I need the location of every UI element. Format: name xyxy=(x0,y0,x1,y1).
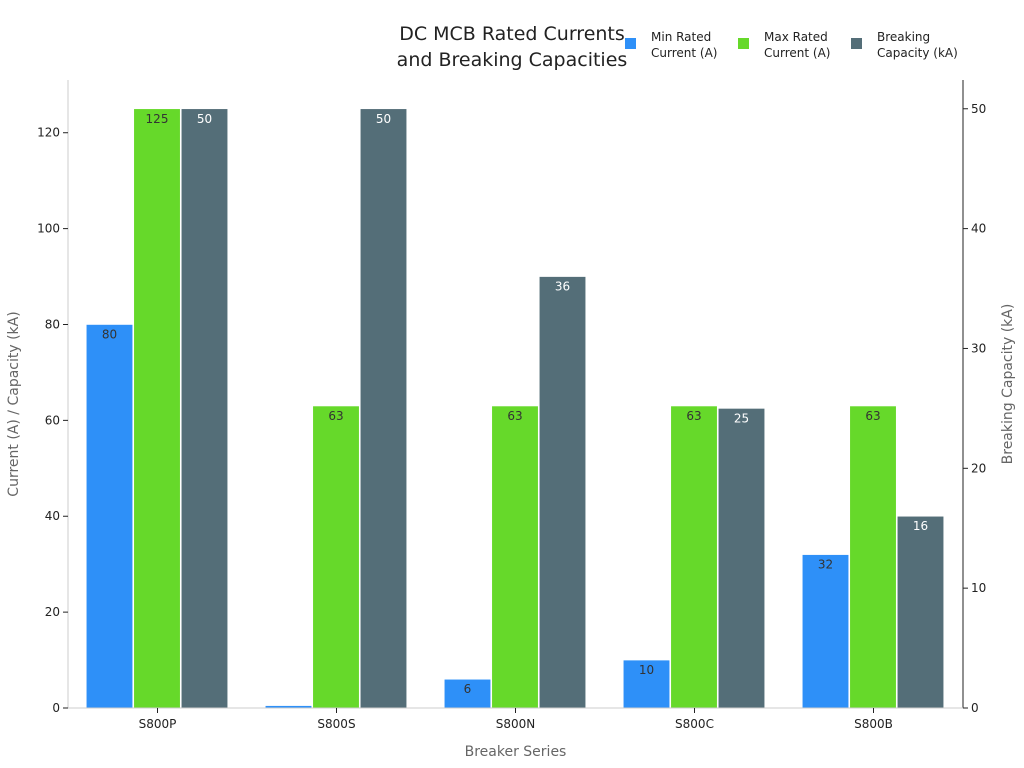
data-label: 50 xyxy=(197,112,212,126)
y2-tick-label: 50 xyxy=(971,102,986,116)
bars-layer xyxy=(85,108,945,709)
legend-label: Current (A) xyxy=(764,46,830,60)
data-label: 63 xyxy=(865,409,880,423)
y-tick-label: 80 xyxy=(45,317,60,331)
x-tick-label: S800C xyxy=(675,717,714,731)
y2-tick-label: 0 xyxy=(971,701,979,715)
y-tick-label: 20 xyxy=(45,605,60,619)
data-label: 80 xyxy=(102,327,117,341)
legend-swatch xyxy=(851,38,862,49)
data-label: 25 xyxy=(734,411,749,425)
x-tick-label: S800S xyxy=(317,717,355,731)
bar xyxy=(359,108,408,709)
data-label: 6 xyxy=(464,682,472,696)
y-tick-label: 40 xyxy=(45,509,60,523)
data-label: 50 xyxy=(376,112,391,126)
data-label: 63 xyxy=(328,409,343,423)
bar xyxy=(180,108,229,709)
data-label: 125 xyxy=(146,112,169,126)
legend-swatch xyxy=(625,38,636,49)
legend-label: Breaking xyxy=(877,30,930,44)
y-axis-title: Current (A) / Capacity (kA) xyxy=(6,311,22,496)
labels-layer: 80 6 10 32 125 63 63 63 63 50 50 36 25 16 xyxy=(102,112,928,696)
legend-swatch xyxy=(738,38,749,49)
bar xyxy=(133,108,181,709)
legend: Min Rated Current (A) Max Rated Current (A)… xyxy=(625,30,958,60)
x-tick-label: S800P xyxy=(139,717,177,731)
data-label: 10 xyxy=(639,663,654,677)
chart-title-line: DC MCB Rated Currents xyxy=(399,23,625,45)
data-label: 32 xyxy=(818,558,833,572)
x-tick-label: S800N xyxy=(496,717,536,731)
y2-tick-label: 10 xyxy=(971,581,986,595)
bar xyxy=(717,408,766,709)
y-tick-label: 0 xyxy=(52,701,60,715)
y2-tick-label: 20 xyxy=(971,461,986,475)
axes-layer: 0 20 40 60 80 100 120 0 10 20 30 40 50 S800P S800S S800… xyxy=(6,80,1016,760)
y-tick-label: 100 xyxy=(37,222,60,236)
data-label: 36 xyxy=(555,280,570,294)
y2-tick-label: 30 xyxy=(971,341,986,355)
y-tick-label: 60 xyxy=(45,413,60,427)
legend-label: Min Rated xyxy=(651,30,711,44)
bar xyxy=(801,554,850,709)
bar xyxy=(896,515,945,709)
x-tick-label: S800B xyxy=(854,717,893,731)
y2-tick-label: 40 xyxy=(971,222,986,236)
x-axis-title: Breaker Series xyxy=(465,744,567,760)
bar xyxy=(849,405,897,709)
chart-title-line: and Breaking Capacities xyxy=(397,49,628,71)
bar xyxy=(312,405,360,709)
bar xyxy=(670,405,718,709)
legend-label: Capacity (kA) xyxy=(877,46,958,60)
bar xyxy=(491,405,539,709)
legend-label: Current (A) xyxy=(651,46,717,60)
bar xyxy=(622,659,671,709)
bar xyxy=(85,324,134,709)
y2-axis-title: Breaking Capacity (kA) xyxy=(1000,304,1016,465)
y-tick-label: 120 xyxy=(37,126,60,140)
chart-title: DC MCB Rated Currents and Breaking Capaci… xyxy=(397,23,628,71)
data-label: 16 xyxy=(913,519,928,533)
data-label: 63 xyxy=(686,409,701,423)
bar xyxy=(538,276,587,709)
legend-label: Max Rated xyxy=(764,30,828,44)
data-label: 63 xyxy=(507,409,522,423)
